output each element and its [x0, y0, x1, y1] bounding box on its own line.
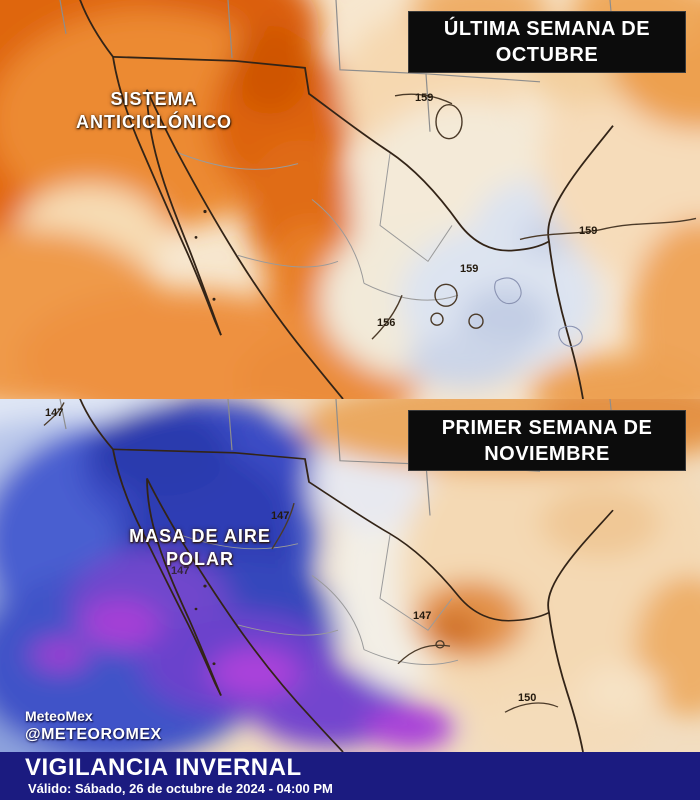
map-october: ÚLTIMA SEMANA DE OCTUBRE SISTEMA ANTICIC… — [0, 0, 700, 399]
contour-label-147-a: 147 — [45, 407, 64, 419]
footer-valid-text: Válido: Sábado, 26 de octubre de 2024 - … — [28, 781, 333, 796]
watermark-line1: MeteoMex — [25, 708, 93, 724]
contour-label-147-d: 147 — [413, 610, 432, 622]
november-contours — [43, 402, 559, 713]
november-title-box: PRIMER SEMANA DE NOVIEMBRE — [408, 410, 686, 471]
polar-air-annotation-line1: MASA DE AIRE — [129, 526, 271, 546]
october-title: ÚLTIMA SEMANA DE OCTUBRE — [443, 18, 651, 66]
footer-title: VIGILANCIA INVERNAL — [25, 754, 302, 781]
anticyclone-annotation: SISTEMA ANTICICLÓNICO — [38, 88, 270, 134]
contour-label-159-b: 159 — [579, 225, 598, 237]
contour-label-147-b: 147 — [271, 510, 290, 522]
anticyclone-annotation-line1: SISTEMA — [110, 89, 198, 109]
footer-bar: VIGILANCIA INVERNAL Válido: Sábado, 26 d… — [0, 752, 700, 800]
contour-label-159-c: 159 — [460, 263, 479, 275]
october-contours — [371, 93, 697, 340]
november-map-field — [0, 399, 700, 752]
contour-label-156: 156 — [377, 317, 396, 329]
watermark-line2: @METEOROMEX — [25, 726, 162, 743]
contour-label-150: 150 — [518, 692, 537, 704]
polar-air-annotation: MASA DE AIRE POLAR — [84, 525, 316, 571]
november-title: PRIMER SEMANA DE NOVIEMBRE — [441, 416, 653, 465]
contour-label-147-c: 147 — [171, 565, 190, 577]
anticyclone-annotation-line2: ANTICICLÓNICO — [76, 112, 232, 132]
contour-label-159-a: 159 — [415, 92, 434, 104]
map-november: PRIMER SEMANA DE NOVIEMBRE MASA DE AIRE … — [0, 399, 700, 752]
watermark: MeteoMex @METEOROMEX — [25, 708, 162, 744]
polar-air-annotation-line2: POLAR — [166, 549, 234, 569]
october-title-box: ÚLTIMA SEMANA DE OCTUBRE — [408, 11, 686, 73]
